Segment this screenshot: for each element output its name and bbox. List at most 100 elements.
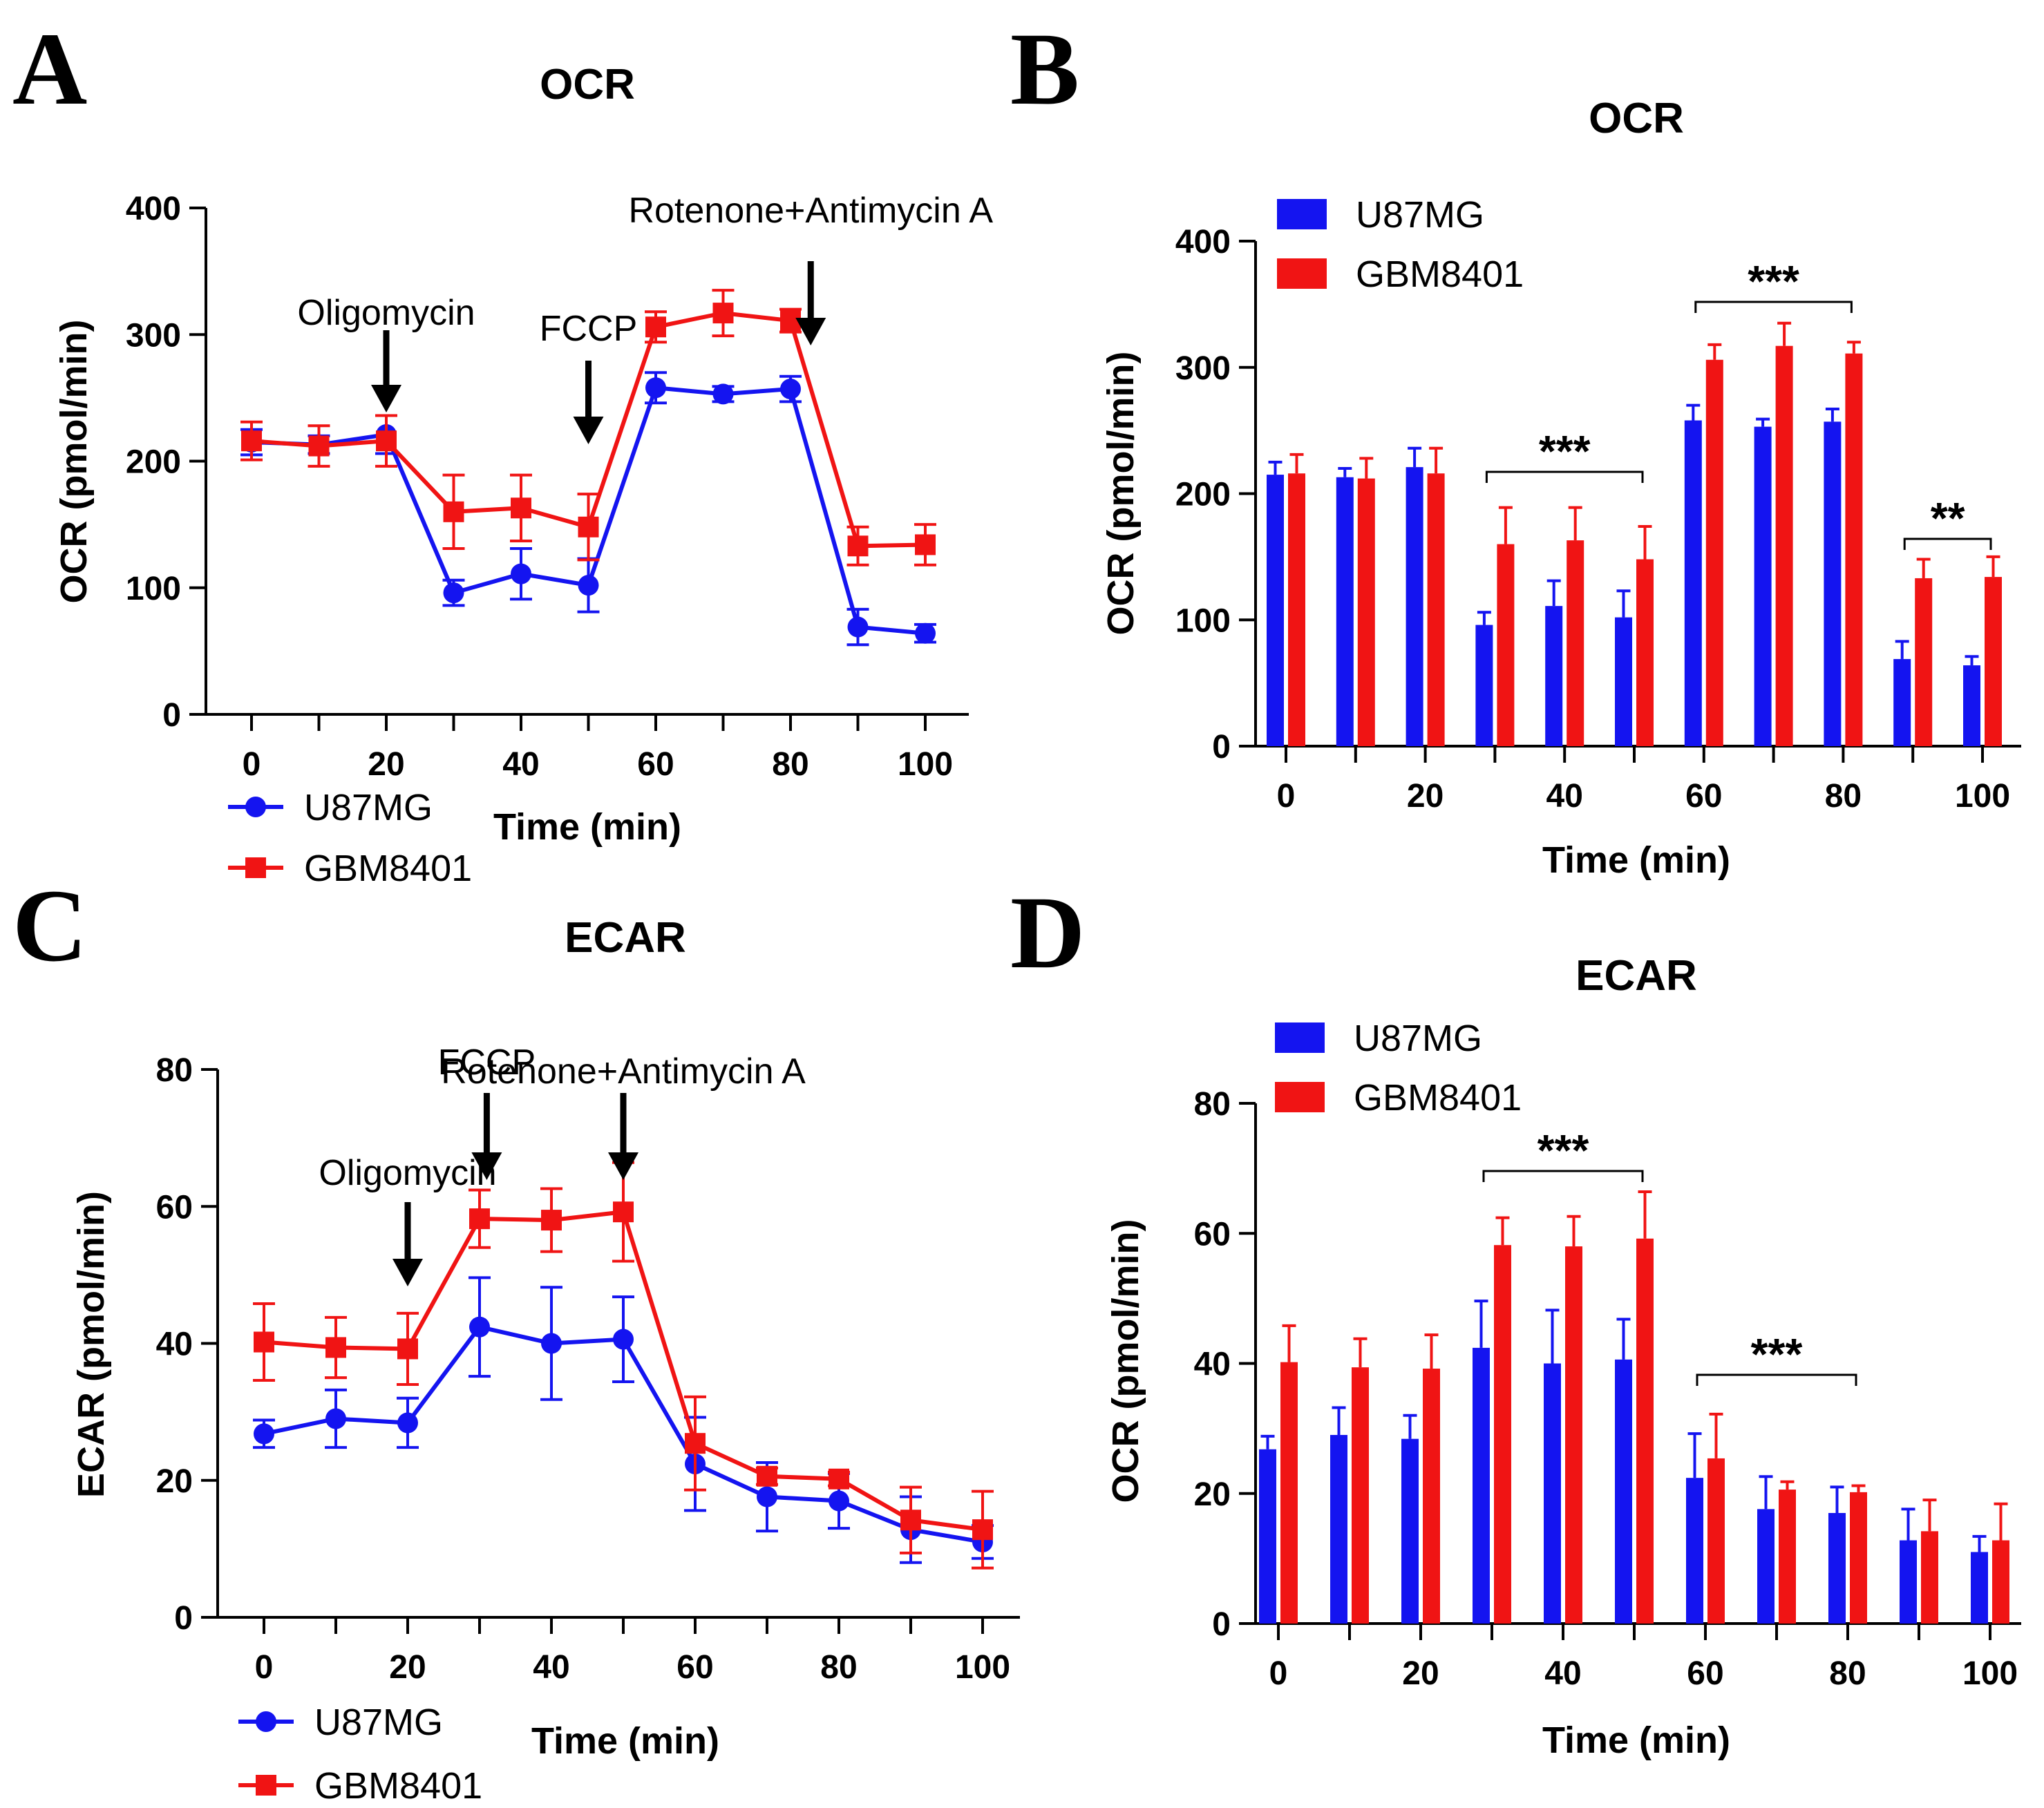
panel-a-u87mg-point bbox=[645, 377, 666, 399]
panel-b-significance-label: *** bbox=[1539, 426, 1591, 476]
panel-a-annotation-oligomycin: Oligomycin bbox=[297, 293, 475, 333]
panel-b-ocr-bar-chart: OCR 0 100 200 300 400 OCR (pmol/min) 0 20 40 60 80 1… bbox=[1100, 95, 2021, 881]
panel-a-x-tick-label: 40 bbox=[502, 746, 539, 783]
panel-a-gbm8401-point bbox=[847, 535, 869, 557]
panel-b-legend-label-u87mg: U87MG bbox=[1356, 194, 1484, 236]
panel-b-gbm8401-bar bbox=[1915, 578, 1933, 746]
panel-a-gbm8401-point bbox=[645, 316, 666, 338]
panel-c-annotation-oligomycin: Oligomycin bbox=[319, 1153, 496, 1193]
panel-b-u87mg-bar bbox=[1684, 420, 1702, 746]
panel-b-x-tick-label: 0 bbox=[1277, 778, 1296, 815]
panel-b-gbm8401-bar bbox=[1845, 353, 1863, 747]
panel-a-arrow-head bbox=[795, 318, 826, 345]
panel-a-annotation-rotenone-antimycin-a: Rotenone+Antimycin A bbox=[628, 191, 993, 231]
panel-c-gbm8401-point bbox=[685, 1433, 706, 1454]
panel-a-title: OCR bbox=[540, 61, 635, 108]
panel-a-gbm8401-point bbox=[376, 430, 397, 452]
panel-b-u87mg-bar bbox=[1963, 665, 1980, 746]
panel-c-gbm8401-point bbox=[325, 1337, 346, 1358]
panel-a-u87mg-point bbox=[780, 379, 801, 400]
panel-a-annotation-fccp: FCCP bbox=[540, 309, 638, 349]
panel-d-gbm8401-bar bbox=[1921, 1531, 1938, 1624]
panel-c-annotation-rotenone-antimycin-a: Rotenone+Antimycin A bbox=[441, 1052, 806, 1092]
panel-c-x-tick-label: 100 bbox=[955, 1649, 1010, 1686]
panel-b-significance-label: ** bbox=[1931, 493, 1965, 543]
panel-c-arrow-head bbox=[471, 1152, 502, 1180]
panel-d-gbm8401-bar bbox=[1565, 1246, 1582, 1624]
panel-c-arrow-head bbox=[608, 1152, 638, 1180]
panel-b-x-tick-label: 40 bbox=[1546, 778, 1583, 815]
panel-a-gbm8401-point bbox=[511, 497, 531, 519]
panel-b-x-tick-label: 20 bbox=[1407, 778, 1444, 815]
panel-c-x-tick-label: 40 bbox=[533, 1649, 569, 1686]
panel-a-ocr-line-chart: OCR 0 100 200 300 400 OCR (pmol/min) 0 20 40 60 80 1… bbox=[53, 61, 993, 889]
panel-b-u87mg-bar bbox=[1754, 426, 1772, 746]
panel-d-gbm8401-bar bbox=[1779, 1490, 1796, 1624]
panel-c-legend-label-gbm8401: GBM8401 bbox=[314, 1765, 482, 1807]
panel-c-legend-marker-gbm8401 bbox=[256, 1775, 276, 1796]
panel-b-u87mg-bar bbox=[1336, 477, 1354, 746]
panel-d-title: ECAR bbox=[1575, 952, 1697, 1000]
panel-b-x-tick-label: 60 bbox=[1685, 778, 1722, 815]
panel-a-gbm8401-point bbox=[443, 501, 464, 522]
panel-b-x-tick-label: 80 bbox=[1825, 778, 1862, 815]
panel-d-gbm8401-bar bbox=[1707, 1458, 1725, 1624]
panel-b-significance-bracket bbox=[1903, 537, 1992, 550]
panel-d-legend-label-gbm8401: GBM8401 bbox=[1354, 1077, 1522, 1119]
panel-c-y-tick-label: 80 bbox=[156, 1052, 193, 1089]
panel-d-u87mg-bar bbox=[1544, 1363, 1561, 1624]
panel-b-gbm8401-bar bbox=[1567, 540, 1584, 746]
panel-c-u87mg-point bbox=[325, 1408, 346, 1429]
panel-d-y-tick-label: 60 bbox=[1194, 1216, 1231, 1253]
panel-c-gbm8401-point bbox=[541, 1210, 562, 1231]
panel-d-y-tick-label: 0 bbox=[1212, 1606, 1231, 1643]
panel-c-gbm8401-point bbox=[397, 1338, 418, 1360]
panel-a-x-tick-label: 80 bbox=[772, 746, 808, 783]
panel-d-u87mg-bar bbox=[1615, 1359, 1632, 1624]
panel-a-y-tick-label: 200 bbox=[126, 444, 181, 481]
panel-c-x-tick-label: 80 bbox=[820, 1649, 857, 1686]
panel-c-ecar-line-chart: ECAR 0 20 40 60 80 ECAR (pmol/min) 0 20 40 60 80 100… bbox=[70, 914, 1020, 1807]
panel-c-gbm8401-point bbox=[900, 1510, 921, 1531]
panel-b-y-axis-label: OCR (pmol/min) bbox=[1100, 352, 1142, 636]
panel-a-u87mg-point bbox=[712, 383, 734, 405]
panel-c-annotation-fccp: FCCP bbox=[438, 1043, 536, 1083]
panel-d-u87mg-bar bbox=[1686, 1478, 1703, 1624]
panel-d-u87mg-bar bbox=[1900, 1540, 1917, 1624]
panel-d-x-tick-label: 80 bbox=[1829, 1655, 1866, 1692]
panel-c-y-tick-label: 60 bbox=[156, 1189, 193, 1226]
panel-b-gbm8401-bar bbox=[1357, 478, 1375, 746]
panel-b-u87mg-bar bbox=[1893, 658, 1911, 746]
panel-a-gbm8401-point bbox=[308, 435, 330, 457]
panel-c-u87mg-point bbox=[541, 1333, 562, 1354]
panel-b-y-tick-label: 200 bbox=[1175, 477, 1231, 513]
panel-d-gbm8401-bar bbox=[1280, 1362, 1298, 1624]
panel-c-y-tick-label: 40 bbox=[156, 1326, 193, 1363]
panel-a-y-tick-label: 0 bbox=[162, 697, 181, 734]
panel-a-arrow-head bbox=[573, 417, 604, 444]
panel-d-significance-bracket bbox=[1696, 1373, 1857, 1386]
panel-a-x-tick-label: 0 bbox=[243, 746, 261, 783]
panel-a-u87mg-point bbox=[511, 563, 531, 584]
panel-b-gbm8401-bar bbox=[1288, 473, 1305, 746]
panel-a-legend-label-gbm8401: GBM8401 bbox=[304, 848, 472, 889]
panel-a-y-tick-label: 400 bbox=[126, 191, 181, 227]
panel-d-gbm8401-bar bbox=[1494, 1245, 1511, 1624]
panel-c-y-axis-label: ECAR (pmol/min) bbox=[70, 1191, 112, 1498]
panel-c-u87mg-point bbox=[613, 1329, 634, 1350]
panel-b-u87mg-bar bbox=[1475, 625, 1493, 746]
panel-b-gbm8401-bar bbox=[1427, 473, 1445, 746]
panel-a-legend-marker-gbm8401 bbox=[245, 857, 266, 878]
panel-d-y-axis-label: OCR (pmol/min) bbox=[1105, 1219, 1146, 1503]
panel-b-x-tick-label: 100 bbox=[1955, 778, 2010, 815]
panel-d-u87mg-bar bbox=[1828, 1512, 1846, 1624]
panel-a-gbm8401-point bbox=[241, 430, 262, 452]
panel-c-title: ECAR bbox=[565, 914, 686, 962]
panel-c-x-axis-label: Time (min) bbox=[531, 1720, 719, 1762]
panel-d-legend-swatch-u87mg bbox=[1275, 1022, 1325, 1053]
panel-c-gbm8401-point bbox=[613, 1201, 634, 1223]
panel-d-gbm8401-bar bbox=[1850, 1492, 1867, 1624]
panel-c-gbm8401-point bbox=[757, 1465, 777, 1487]
panel-d-x-tick-label: 0 bbox=[1269, 1655, 1288, 1692]
panel-b-y-tick-label: 300 bbox=[1175, 350, 1231, 387]
